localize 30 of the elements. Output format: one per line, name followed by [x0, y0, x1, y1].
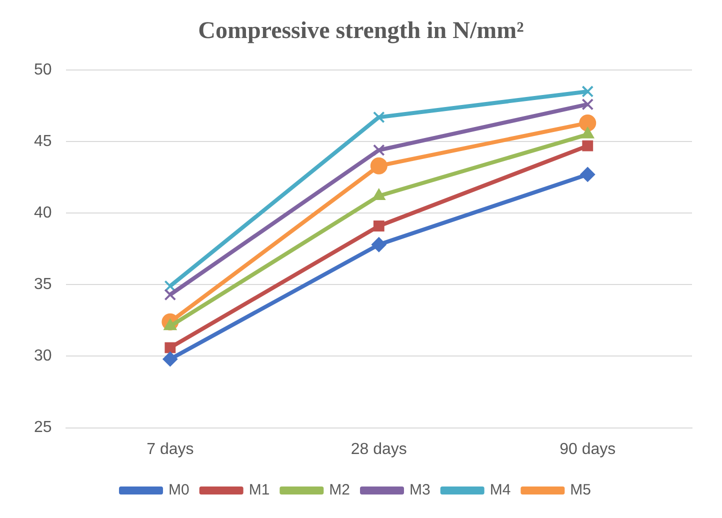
legend-label: M0 [168, 482, 190, 499]
point [373, 220, 384, 232]
point [372, 111, 385, 124]
point [371, 237, 386, 252]
point [164, 342, 176, 354]
point [372, 144, 385, 156]
point [579, 114, 596, 132]
y-tick-label: 45 [34, 132, 52, 150]
legend-label: M2 [329, 482, 350, 499]
point [162, 352, 178, 367]
y-tick-label: 40 [34, 204, 52, 222]
x-tick-label: 7 days [146, 440, 194, 458]
point [582, 140, 594, 152]
legend-label: M4 [490, 482, 511, 499]
y-tick-label: 30 [34, 348, 52, 365]
legend-label: M1 [248, 482, 270, 499]
chart-title: Compressive strength in N/mm² [197, 18, 525, 45]
point [370, 157, 388, 174]
point [164, 288, 176, 301]
x-tick-label: 28 days [350, 440, 407, 458]
point [582, 98, 594, 110]
x-tick-label: 90 days [560, 440, 616, 458]
y-tick-label: 50 [34, 61, 52, 78]
point [580, 166, 596, 182]
point [164, 280, 176, 292]
point [582, 86, 594, 98]
legend-label: M5 [570, 482, 592, 499]
y-tick-label: 35 [34, 276, 52, 294]
legend-label: M3 [410, 482, 430, 499]
y-tick-label: 25 [34, 419, 52, 436]
